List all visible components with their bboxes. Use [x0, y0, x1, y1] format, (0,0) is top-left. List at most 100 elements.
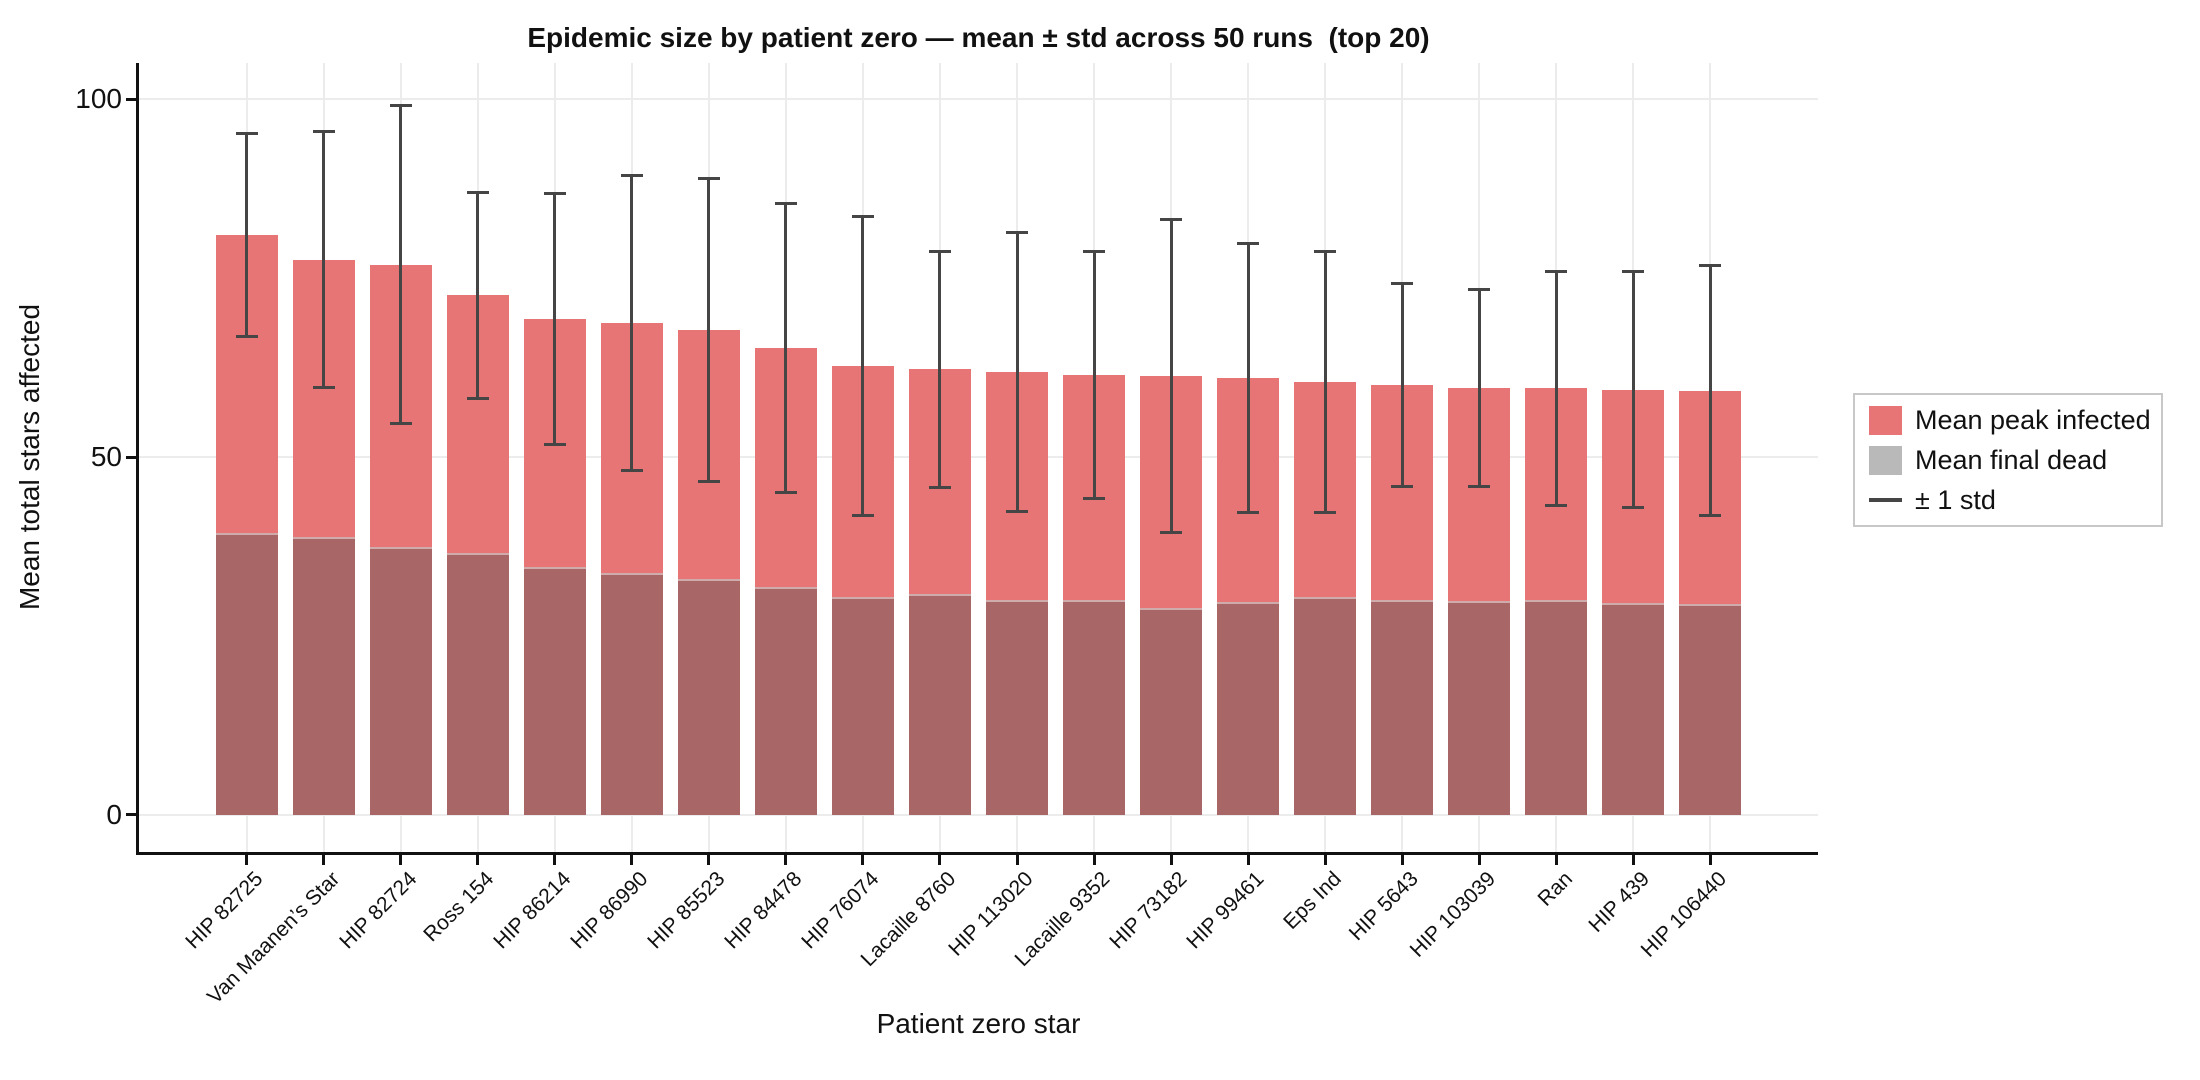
- error-bar-line: [1477, 289, 1481, 487]
- error-bar-cap-bottom: [928, 485, 951, 489]
- error-bar-cap-top: [1160, 218, 1183, 222]
- x-tick-label: HIP 86990: [566, 867, 653, 954]
- error-bar-cap-top: [1083, 249, 1106, 253]
- error-bar-cap-bottom: [466, 396, 489, 400]
- bar-final-dead: [1217, 602, 1279, 815]
- bar-final-dead: [293, 536, 355, 815]
- error-bar-cap-top: [697, 176, 720, 180]
- error-bar-cap-bottom: [1545, 504, 1568, 508]
- error-bar-cap-bottom: [620, 468, 643, 472]
- x-tick-label: Van Maanen’s Star: [203, 867, 345, 1009]
- error-bar-cap-top: [1237, 241, 1260, 245]
- bar-final-dead: [832, 596, 894, 815]
- x-tick-label: HIP 86214: [489, 867, 576, 954]
- error-bar-cap-bottom: [1391, 484, 1414, 488]
- x-tick-mark: [784, 855, 788, 865]
- bar-final-dead: [1140, 608, 1202, 815]
- x-axis-label: Patient zero star: [876, 1008, 1081, 1039]
- error-bar-line: [1708, 265, 1712, 516]
- bottom-spine: [136, 852, 1818, 855]
- x-tick-label: HIP 85523: [643, 867, 730, 954]
- error-bar-line: [399, 105, 403, 424]
- x-tick-mark: [1092, 855, 1096, 865]
- error-bar-cap-bottom: [1699, 514, 1722, 518]
- bar-final-dead: [216, 532, 278, 815]
- x-tick-mark: [1477, 855, 1481, 865]
- error-bar-cap-bottom: [1160, 531, 1183, 535]
- error-bar-line: [784, 203, 788, 493]
- error-bar-line: [1015, 232, 1019, 512]
- error-bar-cap-top: [466, 190, 489, 194]
- x-tick-label: Ross 154: [419, 867, 499, 947]
- error-bar-cap-top: [1622, 270, 1645, 274]
- error-bar-cap-top: [389, 104, 412, 108]
- error-bar-cap-bottom: [1314, 510, 1337, 514]
- error-bar-cap-top: [312, 130, 335, 134]
- bar-final-dead: [755, 586, 817, 815]
- legend-item-final-dead: Mean final dead: [1869, 443, 2147, 477]
- error-bar-line: [1323, 251, 1327, 513]
- error-bar-line: [1246, 243, 1250, 513]
- x-tick-mark: [1400, 855, 1404, 865]
- error-bar-cap-bottom: [312, 386, 335, 390]
- bar-final-dead: [1294, 597, 1356, 815]
- error-bar-cap-top: [1391, 281, 1414, 285]
- gridline-horizontal: [139, 456, 1818, 459]
- error-bar-cap-bottom: [543, 443, 566, 447]
- error-bar-line: [245, 133, 249, 337]
- final-dead-swatch-icon: [1869, 445, 1902, 475]
- legend-label: ± 1 std: [1915, 484, 1996, 515]
- error-bar-cap-top: [543, 191, 566, 195]
- bar-final-dead: [447, 552, 509, 815]
- x-tick-mark: [1169, 855, 1173, 865]
- bar-final-dead: [524, 566, 586, 815]
- left-spine: [136, 63, 139, 855]
- bar-final-dead: [601, 573, 663, 815]
- legend: Mean peak infected Mean final dead ± 1 s…: [1853, 393, 2163, 527]
- x-tick-label: HIP 5643: [1344, 867, 1423, 946]
- x-tick-mark: [1015, 855, 1019, 865]
- error-bar-cap-bottom: [1468, 484, 1491, 488]
- y-tick-mark: [126, 97, 136, 101]
- error-bar-cap-top: [620, 173, 643, 177]
- x-tick-label: HIP 99461: [1182, 867, 1269, 954]
- error-bar-line: [630, 175, 634, 470]
- bar-final-dead: [986, 600, 1048, 815]
- error-bar-line: [861, 216, 865, 516]
- error-bar-cap-top: [851, 214, 874, 218]
- y-tick-label: 0: [106, 798, 122, 830]
- error-bar-cap-bottom: [389, 422, 412, 426]
- x-tick-mark: [1708, 855, 1712, 865]
- x-tick-mark: [1246, 855, 1250, 865]
- x-tick-label: HIP 439: [1584, 867, 1654, 937]
- bar-final-dead: [1679, 604, 1741, 815]
- x-tick-label: HIP 73182: [1105, 867, 1192, 954]
- bar-final-dead: [1371, 600, 1433, 815]
- bar-final-dead: [1448, 600, 1510, 815]
- error-bar-cap-bottom: [1237, 510, 1260, 514]
- error-bar-cap-top: [1545, 269, 1568, 273]
- error-bar-cap-bottom: [1622, 506, 1645, 510]
- std-line-swatch-icon: [1869, 498, 1902, 502]
- x-tick-mark: [861, 855, 865, 865]
- error-bar-cap-top: [774, 202, 797, 206]
- error-bar-line: [1631, 271, 1635, 508]
- bar-final-dead: [1602, 603, 1664, 815]
- peak-infected-swatch-icon: [1869, 405, 1902, 435]
- x-tick-label: Eps Ind: [1279, 867, 1346, 934]
- x-tick-mark: [1631, 855, 1635, 865]
- x-tick-mark: [553, 855, 557, 865]
- error-bar-cap-top: [1006, 231, 1028, 235]
- x-tick-label: HIP 84478: [720, 867, 807, 954]
- bar-final-dead: [370, 547, 432, 815]
- gridline-horizontal: [139, 813, 1818, 816]
- x-tick-label: HIP 82724: [335, 867, 422, 954]
- error-bar-cap-bottom: [1006, 510, 1028, 513]
- y-tick-label: 50: [90, 441, 122, 473]
- bar-final-dead: [1525, 600, 1587, 815]
- error-bar-cap-bottom: [235, 334, 258, 338]
- error-bar-line: [1554, 271, 1558, 506]
- x-tick-mark: [630, 855, 634, 865]
- legend-item-std: ± 1 std: [1869, 483, 2147, 517]
